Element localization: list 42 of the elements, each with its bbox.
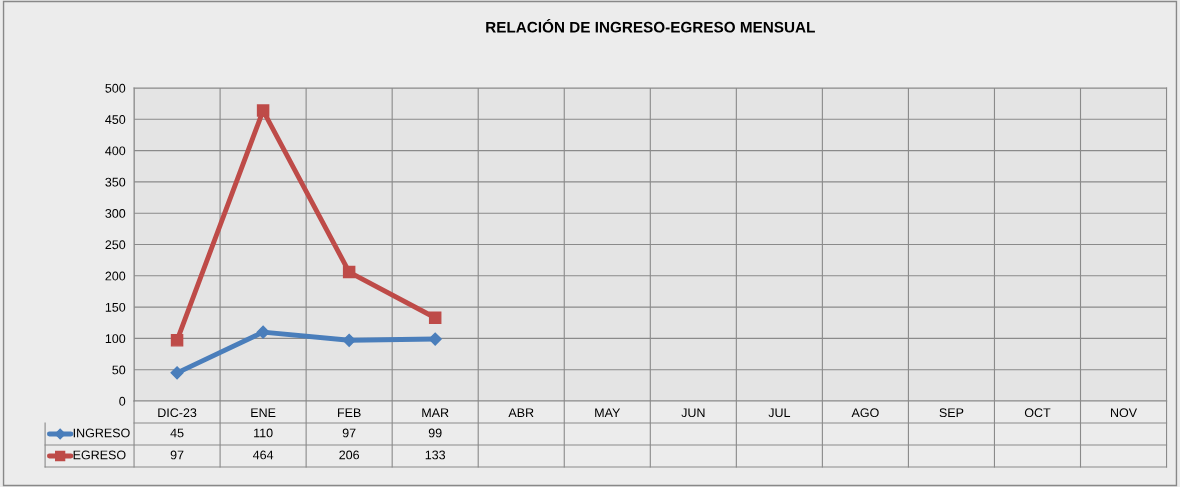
data-label: 97 xyxy=(170,450,184,460)
y-tick-label: 150 xyxy=(105,302,126,312)
data-label: 97 xyxy=(342,428,356,438)
y-tick-label: 300 xyxy=(105,209,126,218)
x-tick-label: FEB xyxy=(338,408,361,417)
x-tick-label: NOV xyxy=(1111,408,1138,418)
legend-label: EGRESO xyxy=(73,450,126,460)
x-tick-label: OCT xyxy=(1024,408,1051,418)
data-label: 464 xyxy=(252,450,274,460)
data-label: 206 xyxy=(339,450,360,460)
data-label: 133 xyxy=(425,450,446,460)
point xyxy=(170,366,184,380)
x-tick-label: DIC-23 xyxy=(158,408,197,418)
chart-title: RELACIÓN DE INGRESO-EGRESO MENSUAL xyxy=(486,18,815,33)
point xyxy=(428,332,442,346)
data-label: 110 xyxy=(254,428,273,438)
point xyxy=(256,325,270,339)
y-tick-label: 500 xyxy=(105,83,126,93)
x-tick-label: ENE xyxy=(251,408,276,417)
data-label: 45 xyxy=(170,428,184,438)
x-tick-label: SEP xyxy=(939,408,964,418)
legend-label: INGRESO xyxy=(73,428,130,438)
point xyxy=(256,104,270,117)
data-label: 99 xyxy=(428,428,442,438)
y-tick-label: 450 xyxy=(105,115,126,124)
x-tick-label: JUN xyxy=(681,408,705,418)
y-tick-label: 100 xyxy=(105,334,126,344)
y-tick-label: 400 xyxy=(105,146,126,156)
point xyxy=(342,333,356,347)
y-tick-label: 200 xyxy=(105,271,126,281)
y-tick-label: 50 xyxy=(112,365,126,375)
x-tick-label: AGO xyxy=(851,408,879,418)
y-tick-label: 350 xyxy=(105,177,126,187)
y-tick-label: 0 xyxy=(119,396,126,406)
x-tick-label: MAY xyxy=(595,408,621,417)
x-tick-label: ABR xyxy=(508,408,534,417)
y-tick-label: 250 xyxy=(105,240,126,250)
x-tick-label: MAR xyxy=(422,408,449,417)
point xyxy=(428,311,442,324)
point xyxy=(342,265,356,279)
x-tick-label: JUL xyxy=(768,408,791,418)
point xyxy=(170,334,184,347)
